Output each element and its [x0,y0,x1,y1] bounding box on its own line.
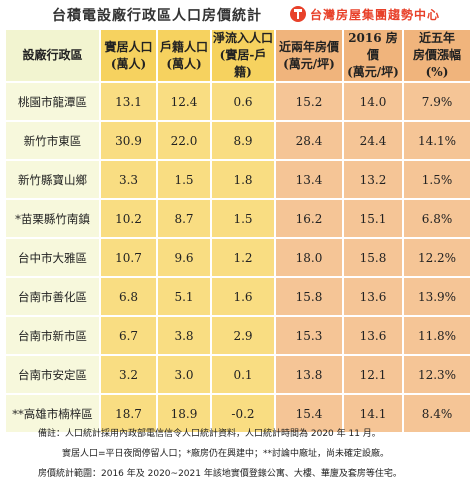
net-inflow-cell: 2.9 [210,315,276,356]
column-header-net-inflow: 淨流入人口 (實居-戶籍) [210,28,276,83]
column-header-registered-population: 戶籍人口 (萬人) [156,28,212,83]
district-cell: 台南市安定區 [4,354,101,395]
footnote-source: 備註：人口統計採用內政部電信信令人口統計資料，人口統計時間為 2020 年 11… [38,429,381,439]
net-inflow-cell: 8.9 [210,120,276,161]
recent-price-cell: 13.4 [274,159,344,200]
registered-population-cell: 5.1 [156,276,212,317]
table-row: 台中市大雅區 10.7 9.6 1.2 18.0 15.8 12.2% [4,237,472,278]
statistics-table: 設廠行政區 實居人口 (萬人) 戶籍人口 (萬人) 淨流入人口 (實居-戶籍) 近兩年… [4,28,472,434]
actual-population-cell: 10.7 [99,237,158,278]
net-inflow-cell: 1.8 [210,159,276,200]
registered-population-cell: 1.5 [156,159,212,200]
district-cell: 台中市大雅區 [4,237,101,278]
footnote-definitions: 實居人口=平日夜間停留人口；*廠房仍在興建中；**討論中廠址，尚未確定設廠。 [62,449,390,459]
district-cell: 桃園市龍潭區 [4,81,101,122]
actual-population-cell: 6.7 [99,315,158,356]
recent-price-cell: 16.2 [274,198,344,239]
recent-price-cell: 15.8 [274,276,344,317]
page-title: 台積電設廠行政區人口房價統計 [52,8,262,24]
footnotes: 備註：人口統計採用內政部電信信令人口統計資料，人口統計時間為 2020 年 11… [38,424,458,484]
actual-population-cell: 30.9 [99,120,158,161]
table-row: 台南市新市區 6.7 3.8 2.9 15.3 13.6 11.8% [4,315,472,356]
district-cell: **高雄市楠梓區 [4,393,101,434]
price-2016-cell: 12.1 [342,354,404,395]
price-2016-cell: 15.8 [342,237,404,278]
growth-cell: 13.9% [402,276,472,317]
brand-logo-icon [290,6,306,22]
price-2016-cell: 13.2 [342,159,404,200]
footnote-price-scope: 房價統計範圍：2016 年及 2020~2021 年該地實價登錄公寓、大樓、華廈… [38,469,402,479]
price-2016-cell: 15.1 [342,198,404,239]
actual-population-cell: 13.1 [99,81,158,122]
recent-price-cell: 18.0 [274,237,344,278]
net-inflow-cell: 0.6 [210,81,276,122]
brand-name: 台灣房屋集團趨勢中心 [310,7,441,22]
column-header-district: 設廠行政區 [4,28,101,83]
growth-cell: 12.2% [402,237,472,278]
table-row: 台南市安定區 3.2 3.0 0.1 13.8 12.1 12.3% [4,354,472,395]
column-header-actual-population: 實居人口 (萬人) [99,28,158,83]
growth-cell: 12.3% [402,354,472,395]
actual-population-cell: 3.3 [99,159,158,200]
table-row: 新竹縣寶山鄉 3.3 1.5 1.8 13.4 13.2 1.5% [4,159,472,200]
district-cell: *苗栗縣竹南鎮 [4,198,101,239]
growth-cell: 1.5% [402,159,472,200]
recent-price-cell: 15.2 [274,81,344,122]
table-row: *苗栗縣竹南鎮 10.2 8.7 1.5 16.2 15.1 6.8% [4,198,472,239]
growth-cell: 6.8% [402,198,472,239]
registered-population-cell: 3.8 [156,315,212,356]
actual-population-cell: 3.2 [99,354,158,395]
net-inflow-cell: -0.2 [210,393,276,434]
column-header-growth: 近五年 房價漲幅(%) [402,28,472,83]
registered-population-cell: 9.6 [156,237,212,278]
net-inflow-cell: 1.5 [210,198,276,239]
district-cell: 台南市善化區 [4,276,101,317]
recent-price-cell: 13.8 [274,354,344,395]
price-2016-cell: 13.6 [342,315,404,356]
registered-population-cell: 3.0 [156,354,212,395]
registered-population-cell: 8.7 [156,198,212,239]
district-cell: 台南市新市區 [4,315,101,356]
actual-population-cell: 10.2 [99,198,158,239]
column-header-recent-price: 近兩年房價 (萬元/坪) [274,28,344,83]
price-2016-cell: 13.6 [342,276,404,317]
table-row: **高雄市楠梓區 18.7 18.9 -0.2 15.4 14.1 8.4% [4,393,472,434]
district-cell: 新竹縣寶山鄉 [4,159,101,200]
net-inflow-cell: 1.6 [210,276,276,317]
price-2016-cell: 14.0 [342,81,404,122]
actual-population-cell: 6.8 [99,276,158,317]
price-2016-cell: 24.4 [342,120,404,161]
actual-population-cell: 18.7 [99,393,158,434]
recent-price-cell: 15.3 [274,315,344,356]
header: 台積電設廠行政區人口房價統計 台灣房屋集團趨勢中心 [0,0,474,26]
net-inflow-cell: 1.2 [210,237,276,278]
price-2016-cell: 14.1 [342,393,404,434]
registered-population-cell: 22.0 [156,120,212,161]
column-header-2016-price: 2016 房價 (萬元/坪) [342,28,404,83]
growth-cell: 7.9% [402,81,472,122]
recent-price-cell: 15.4 [274,393,344,434]
district-cell: 新竹市東區 [4,120,101,161]
growth-cell: 8.4% [402,393,472,434]
table-row: 新竹市東區 30.9 22.0 8.9 28.4 24.4 14.1% [4,120,472,161]
table-header-row: 設廠行政區 實居人口 (萬人) 戶籍人口 (萬人) 淨流入人口 (實居-戶籍) 近兩年… [4,28,472,83]
registered-population-cell: 18.9 [156,393,212,434]
brand: 台灣房屋集團趨勢中心 [290,5,440,23]
growth-cell: 11.8% [402,315,472,356]
net-inflow-cell: 0.1 [210,354,276,395]
registered-population-cell: 12.4 [156,81,212,122]
table-row: 桃園市龍潭區 13.1 12.4 0.6 15.2 14.0 7.9% [4,81,472,122]
growth-cell: 14.1% [402,120,472,161]
table-row: 台南市善化區 6.8 5.1 1.6 15.8 13.6 13.9% [4,276,472,317]
recent-price-cell: 28.4 [274,120,344,161]
